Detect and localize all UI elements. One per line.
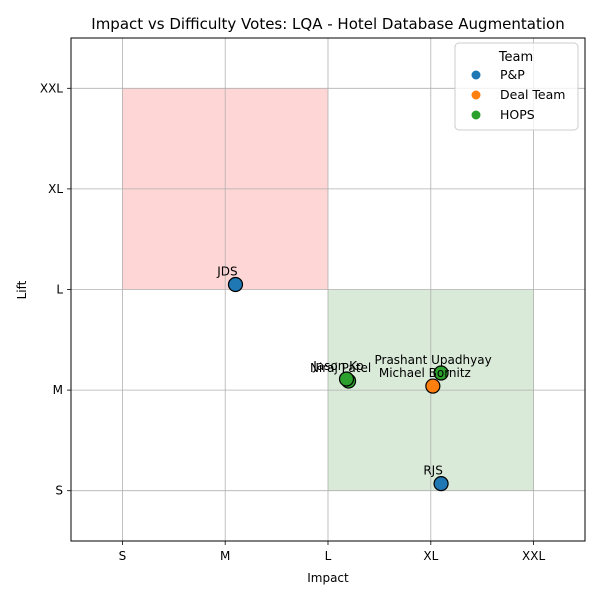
legend-entries: P&P Deal Team HOPS (471, 67, 565, 122)
x-tick-label: S (119, 549, 127, 563)
legend-label: HOPS (500, 107, 535, 122)
chart-title: Impact vs Difficulty Votes: LQA - Hotel … (91, 15, 564, 33)
point-label: RJS (423, 464, 443, 478)
legend-box (454, 42, 579, 131)
y-tick-label: S (55, 484, 63, 498)
y-tick-label: XXL (40, 81, 63, 95)
y-tick-label: L (56, 283, 63, 297)
legend-marker (471, 110, 481, 120)
point-label: Jason Ko (312, 359, 364, 373)
x-tick-label: XXL (522, 549, 545, 563)
data-point (433, 476, 449, 492)
point-label: Niraj Patel (310, 361, 371, 375)
legend-label: Deal Team (500, 87, 565, 102)
legend-label: P&P (500, 67, 525, 82)
data-point (338, 371, 355, 387)
y-tick-label: XL (48, 182, 63, 196)
x-axis-ticks: S M L XL XXL (119, 541, 545, 563)
x-tick-label: M (220, 549, 230, 563)
legend: Team P&P Deal Team HOPS (454, 42, 579, 131)
data-point (227, 276, 244, 293)
point-label: Michael Bornitz (379, 366, 471, 380)
data-point (433, 365, 449, 381)
legend-title: Team (498, 50, 533, 65)
point-label: Prashant Upadhyay (374, 353, 491, 367)
x-tick-label: XL (423, 549, 438, 563)
x-axis-label: Impact (307, 571, 349, 585)
y-axis-ticks: S M L XL XXL (40, 81, 71, 498)
point-label: JDS (216, 264, 237, 278)
legend-marker (471, 90, 481, 100)
y-tick-label: M (53, 383, 63, 397)
data-points (227, 276, 449, 492)
data-point (425, 378, 441, 394)
y-axis-label: Lift (15, 280, 29, 299)
legend-marker (471, 70, 481, 80)
x-tick-label: L (325, 549, 332, 563)
